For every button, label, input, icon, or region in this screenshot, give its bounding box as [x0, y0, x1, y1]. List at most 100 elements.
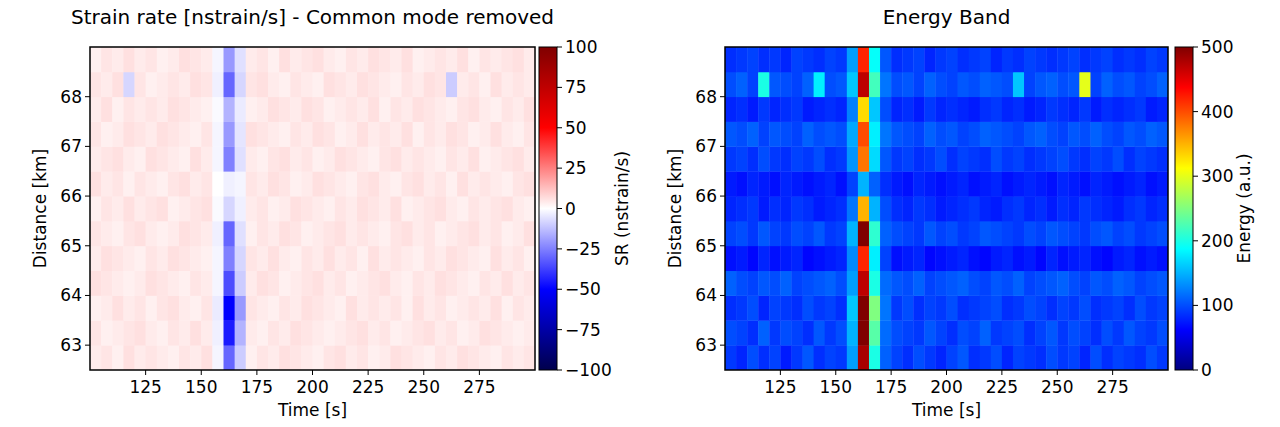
cell — [224, 271, 236, 296]
cell — [357, 122, 369, 147]
cell — [947, 345, 958, 370]
cell — [324, 295, 336, 320]
cell — [90, 246, 102, 271]
cell — [513, 146, 525, 171]
cell — [1090, 72, 1101, 97]
cell — [491, 320, 503, 345]
cell — [390, 295, 402, 320]
y-axis-title: Distance [km] — [665, 149, 685, 268]
cell — [468, 171, 480, 196]
colorbar-tick-label: 300 — [1201, 166, 1233, 186]
cell — [491, 47, 503, 72]
cell — [1046, 72, 1057, 97]
cell — [891, 345, 902, 370]
cell — [468, 320, 480, 345]
cell — [758, 72, 769, 97]
cell — [491, 196, 503, 221]
cell — [313, 72, 325, 97]
cell — [101, 221, 113, 246]
cell — [891, 196, 902, 221]
cell — [913, 320, 924, 345]
colorbar-tick-label: −75 — [565, 320, 601, 340]
cell — [468, 345, 480, 370]
cell — [1013, 345, 1024, 370]
cell — [1002, 72, 1013, 97]
cell — [969, 72, 980, 97]
cell — [1046, 47, 1057, 72]
cell — [290, 295, 302, 320]
cell — [179, 47, 191, 72]
cell — [1035, 345, 1046, 370]
cell — [1090, 271, 1101, 296]
cell — [301, 345, 313, 370]
cell — [335, 171, 347, 196]
cell — [212, 97, 224, 122]
cell — [446, 122, 458, 147]
y-tick — [85, 345, 90, 346]
cell — [769, 246, 780, 271]
cell — [1157, 196, 1168, 221]
cell — [858, 97, 869, 122]
cell — [446, 47, 458, 72]
cell — [101, 345, 113, 370]
cell — [858, 171, 869, 196]
cell — [179, 320, 191, 345]
cell — [301, 221, 313, 246]
cell — [836, 295, 847, 320]
cell — [268, 47, 280, 72]
cell — [791, 122, 802, 147]
cell — [257, 72, 269, 97]
cell — [747, 97, 758, 122]
cell — [1157, 320, 1168, 345]
x-tick — [1112, 370, 1113, 375]
cell — [491, 72, 503, 97]
cell — [847, 171, 858, 196]
cell — [958, 320, 969, 345]
x-tick — [946, 370, 947, 375]
cell — [235, 72, 247, 97]
cell — [1102, 171, 1113, 196]
cell — [379, 295, 391, 320]
cell — [402, 47, 414, 72]
cell — [101, 72, 113, 97]
cell — [1013, 122, 1024, 147]
cell — [346, 196, 358, 221]
cell — [969, 345, 980, 370]
cell — [891, 271, 902, 296]
cell — [413, 146, 425, 171]
cell — [235, 320, 247, 345]
cell — [891, 221, 902, 246]
cell — [279, 345, 291, 370]
cell — [379, 320, 391, 345]
x-tick-label: 125 — [129, 377, 161, 397]
cell — [1046, 271, 1057, 296]
x-tick — [835, 370, 836, 375]
cell — [924, 221, 935, 246]
colorbar-tick-label: 0 — [1201, 360, 1212, 380]
cell — [1002, 221, 1013, 246]
y-tick-label: 65 — [695, 236, 717, 256]
cell — [224, 122, 236, 147]
cell — [891, 72, 902, 97]
cell — [1068, 295, 1079, 320]
cell — [1135, 246, 1146, 271]
cell — [112, 171, 124, 196]
cell — [357, 196, 369, 221]
cell — [424, 122, 436, 147]
cell — [179, 221, 191, 246]
cell — [524, 295, 535, 320]
cell — [112, 221, 124, 246]
cell — [268, 271, 280, 296]
cell — [1024, 171, 1035, 196]
cell — [190, 146, 202, 171]
cell — [1113, 122, 1124, 147]
cell — [524, 196, 535, 221]
cell — [146, 320, 158, 345]
cell — [991, 320, 1002, 345]
cell — [958, 221, 969, 246]
cell — [1135, 345, 1146, 370]
cell — [90, 171, 102, 196]
cell — [1013, 171, 1024, 196]
cell — [913, 295, 924, 320]
cell — [1090, 345, 1101, 370]
